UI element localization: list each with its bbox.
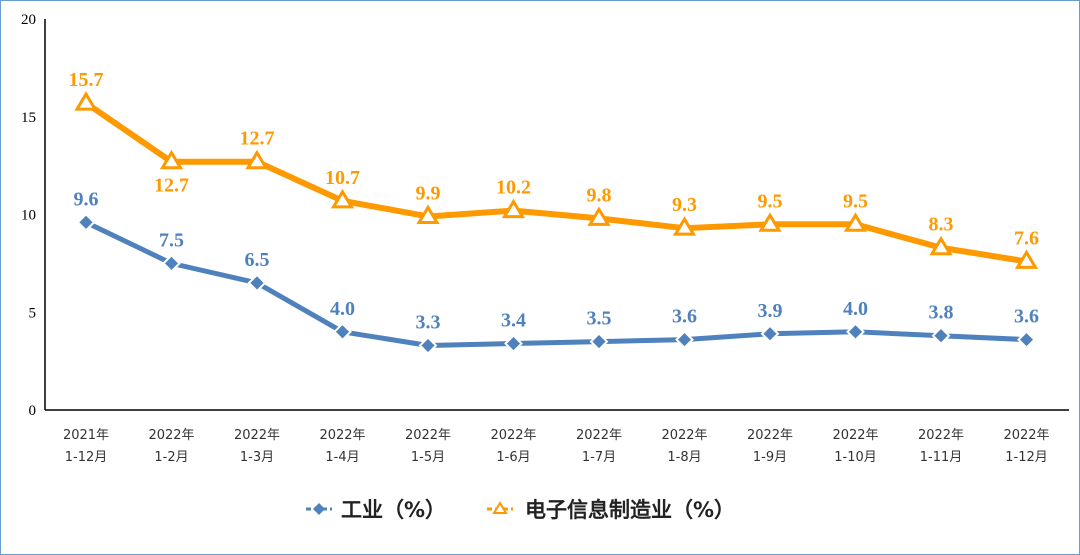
x-tick-label: 1-9月 [753, 450, 787, 465]
x-tick-label: 1-11月 [920, 450, 963, 465]
y-tick-label: 5 [29, 305, 37, 321]
legend-diamond-icon [313, 503, 325, 515]
data-label: 8.3 [929, 214, 954, 236]
data-label: 9.5 [758, 190, 783, 212]
x-tick-label: 1-10月 [834, 450, 877, 465]
data-point [74, 91, 98, 111]
data-point [587, 206, 611, 226]
data-point [760, 324, 780, 344]
data-label: 10.7 [325, 167, 360, 189]
data-point [247, 273, 267, 293]
series-line [84, 220, 1027, 348]
x-tick-label: 2022年 [747, 428, 793, 443]
data-point [846, 322, 865, 342]
data-label: 9.9 [416, 182, 441, 204]
y-tick-label: 10 [21, 208, 36, 224]
data-point [245, 149, 269, 170]
data-label: 12.7 [154, 175, 189, 197]
data-point [76, 212, 96, 232]
data-label: 7.5 [159, 229, 184, 251]
x-tick-label: 1-6月 [496, 450, 530, 465]
data-label: 7.6 [1014, 227, 1039, 249]
data-point [672, 216, 697, 236]
x-tick-label: 2022年 [490, 428, 536, 443]
data-label: 3.6 [672, 306, 697, 328]
x-tick-label: 1-7月 [582, 450, 616, 465]
data-label: 3.8 [929, 302, 954, 324]
x-tick-label: 1-5月 [411, 450, 445, 465]
data-point [1017, 330, 1036, 350]
x-tick-label: 2022年 [661, 428, 707, 443]
x-tick-label: 2022年 [405, 428, 451, 443]
data-point [159, 149, 184, 170]
data-label: 4.0 [330, 298, 355, 320]
data-point [416, 204, 440, 224]
y-tick-label: 20 [21, 12, 36, 28]
x-tick-label: 1-8月 [667, 450, 701, 465]
series-line [84, 100, 1027, 265]
legend-label: 电子信息制造业（%） [525, 498, 735, 522]
x-tick-label: 2022年 [576, 428, 622, 443]
x-tick-label: 1-12月 [65, 450, 108, 465]
x-tick-label: 2022年 [148, 428, 194, 443]
data-label: 9.3 [672, 194, 697, 216]
x-tick-label: 1-2月 [154, 450, 188, 465]
x-tick-label: 2022年 [918, 428, 964, 443]
x-tick-label: 1-3月 [240, 450, 274, 465]
data-label: 3.9 [758, 300, 783, 322]
data-point [931, 326, 951, 346]
y-tick-label: 0 [29, 403, 37, 419]
data-label: 9.8 [587, 184, 612, 206]
x-tick-label: 2022年 [1003, 428, 1049, 443]
x-tick-label: 1-12月 [1005, 450, 1048, 465]
data-label: 15.7 [69, 69, 104, 91]
data-point [1014, 249, 1039, 269]
x-tick-label: 2021年 [63, 428, 109, 443]
x-tick-label: 2022年 [319, 428, 365, 443]
x-tick-label: 2022年 [832, 428, 878, 443]
data-point [330, 188, 355, 209]
data-label: 3.5 [587, 308, 612, 330]
data-point [929, 235, 953, 256]
data-label: 9.5 [843, 190, 868, 212]
x-tick-label: 2022年 [234, 428, 280, 443]
data-label: 3.3 [416, 311, 441, 333]
data-point [504, 334, 523, 353]
data-label: 9.6 [74, 188, 99, 210]
data-label: 10.2 [496, 177, 531, 199]
data-label: 6.5 [245, 249, 270, 271]
legend-triangle-icon [492, 501, 508, 514]
data-label: 3.4 [501, 310, 526, 332]
data-label: 4.0 [843, 298, 868, 320]
data-point [843, 212, 868, 232]
data-point [758, 212, 782, 232]
data-label: 3.6 [1014, 306, 1039, 328]
data-point [333, 322, 352, 342]
legend-label: 工业（%） [341, 498, 446, 522]
x-tick-label: 1-4月 [325, 450, 359, 465]
data-point [675, 330, 694, 350]
data-point [162, 253, 181, 273]
data-point [418, 336, 438, 355]
data-label: 12.7 [240, 128, 275, 150]
data-point [501, 198, 526, 219]
data-point [589, 332, 609, 351]
y-tick-label: 15 [21, 110, 36, 126]
